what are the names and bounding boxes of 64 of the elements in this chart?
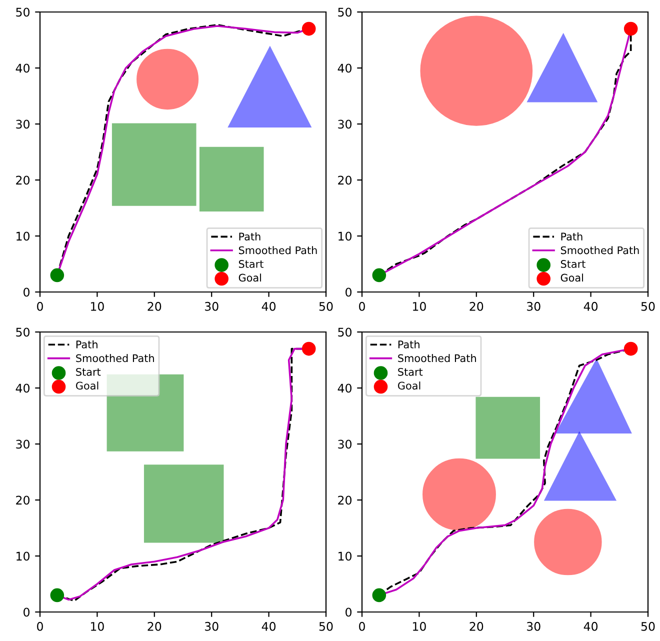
legend-label: Smoothed Path	[238, 246, 317, 254]
y-tick-label: 50	[338, 328, 352, 337]
x-tick-label: 40	[262, 622, 276, 631]
legend-label: Start	[76, 368, 101, 376]
x-tick-label: 40	[584, 622, 598, 631]
legend-label: Path	[398, 340, 420, 348]
y-tick-label: 30	[16, 440, 30, 449]
legend-label: Start	[238, 260, 264, 268]
x-tick-label: 20	[148, 302, 162, 311]
y-tick-label: 50	[16, 8, 30, 17]
y-tick-label: 0	[24, 608, 30, 617]
y-tick-label: 10	[16, 232, 30, 241]
legend-label: Smoothed Path	[398, 354, 476, 362]
x-tick-label: 30	[526, 302, 540, 311]
x-tick-label: 50	[319, 622, 333, 631]
legend-label: Goal	[76, 382, 98, 390]
x-tick-label: 50	[641, 622, 655, 631]
y-tick-label: 40	[16, 384, 30, 393]
y-tick-label: 20	[338, 176, 352, 185]
x-tick-label: 20	[470, 622, 484, 631]
x-tick-label: 30	[204, 622, 218, 631]
legend-label: Goal	[238, 274, 262, 282]
y-tick-label: 50	[338, 8, 352, 17]
x-tick-label: 10	[90, 302, 104, 311]
x-tick-label: 40	[584, 302, 598, 311]
y-tick-label: 40	[338, 384, 352, 393]
x-tick-label: 50	[319, 302, 333, 311]
x-tick-label: 10	[412, 622, 426, 631]
legend-label: Goal	[560, 274, 584, 282]
legend-label: Path	[239, 232, 260, 240]
x-tick-label: 0	[359, 622, 365, 631]
y-tick-label: 20	[338, 496, 352, 505]
y-tick-label: 40	[338, 64, 352, 73]
y-tick-label: 10	[338, 232, 352, 241]
x-tick-label: 0	[37, 302, 43, 311]
y-tick-label: 50	[16, 328, 30, 337]
x-tick-label: 0	[37, 622, 43, 631]
legend-label: Start	[398, 368, 423, 376]
y-tick-label: 30	[338, 440, 352, 449]
y-tick-label: 0	[346, 608, 352, 617]
x-tick-label: 30	[204, 302, 218, 311]
x-tick-label: 20	[470, 302, 484, 311]
legend-label: Smoothed Path	[560, 246, 639, 254]
x-tick-label: 30	[526, 622, 540, 631]
x-tick-label: 50	[641, 302, 655, 311]
y-tick-label: 30	[16, 120, 30, 129]
legend-label: Goal	[398, 382, 420, 390]
y-tick-label: 40	[16, 64, 30, 73]
x-tick-label: 40	[262, 302, 276, 311]
legend-label: Path	[76, 340, 98, 348]
legend-label: Start	[560, 260, 586, 268]
y-tick-label: 0	[346, 288, 352, 297]
y-tick-label: 20	[16, 496, 30, 505]
y-tick-label: 20	[16, 176, 30, 185]
y-tick-label: 10	[338, 552, 352, 561]
x-tick-label: 20	[148, 622, 162, 631]
legend-label: Path	[561, 232, 582, 240]
y-tick-label: 0	[24, 288, 30, 297]
y-tick-label: 10	[16, 552, 30, 561]
x-tick-label: 0	[359, 302, 365, 311]
legend-label: Smoothed Path	[76, 354, 154, 362]
x-tick-label: 10	[412, 302, 426, 311]
x-tick-label: 10	[90, 622, 104, 631]
y-tick-label: 30	[338, 120, 352, 129]
